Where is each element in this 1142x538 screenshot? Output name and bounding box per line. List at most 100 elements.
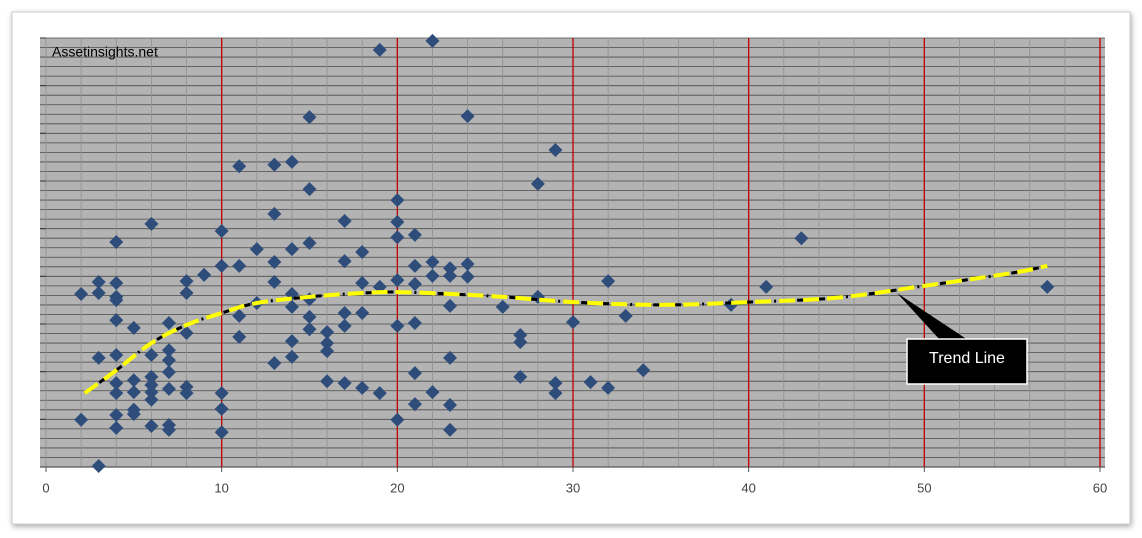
point — [495, 299, 510, 314]
point — [214, 258, 229, 273]
point — [460, 256, 475, 271]
point — [144, 347, 159, 362]
point — [267, 157, 282, 172]
point — [109, 386, 124, 401]
point — [407, 258, 422, 273]
point — [144, 419, 159, 434]
point — [284, 154, 299, 169]
point — [566, 315, 580, 330]
point — [390, 318, 405, 333]
point — [355, 245, 370, 260]
point — [407, 366, 422, 381]
point — [601, 380, 616, 395]
point — [161, 353, 176, 368]
point — [91, 350, 106, 365]
point — [144, 385, 159, 400]
point — [214, 425, 229, 440]
point — [425, 255, 440, 270]
point — [109, 235, 124, 250]
point — [249, 242, 264, 257]
point — [618, 308, 633, 323]
point — [179, 274, 194, 289]
point — [179, 286, 194, 301]
point — [109, 293, 124, 308]
point — [109, 276, 124, 291]
point — [284, 242, 299, 257]
point — [443, 350, 458, 365]
point — [302, 110, 317, 125]
point — [320, 325, 335, 340]
callout-pointer — [897, 293, 968, 340]
point — [161, 343, 176, 358]
point — [109, 376, 124, 391]
point — [390, 412, 405, 427]
point — [144, 216, 159, 231]
point — [126, 385, 141, 400]
point — [161, 422, 176, 437]
point — [337, 318, 352, 333]
x-tick-label: 20 — [390, 480, 404, 495]
x-tick-label: 40 — [741, 480, 755, 495]
point — [390, 230, 405, 245]
point — [161, 381, 176, 396]
point — [583, 375, 598, 390]
point — [443, 422, 458, 437]
point — [513, 327, 528, 342]
point — [109, 347, 124, 362]
annotation: Trend Line — [929, 350, 1005, 367]
point — [232, 258, 247, 273]
point — [144, 392, 159, 407]
point — [443, 261, 458, 276]
point — [407, 276, 422, 291]
point — [91, 286, 106, 301]
point — [548, 143, 563, 158]
point — [74, 286, 89, 301]
point — [513, 369, 528, 384]
point — [337, 306, 352, 321]
point — [355, 306, 370, 321]
point — [91, 459, 106, 474]
point — [548, 386, 563, 401]
point — [109, 313, 124, 328]
point — [355, 276, 370, 291]
point — [179, 326, 194, 341]
point — [513, 335, 528, 350]
x-tick-label: 0 — [42, 480, 49, 495]
watermark: Assetinsights.net — [52, 44, 158, 60]
point — [214, 401, 229, 416]
point — [443, 398, 458, 413]
point — [759, 279, 774, 294]
point — [425, 268, 440, 283]
point — [302, 235, 317, 250]
point — [460, 269, 475, 284]
point — [337, 214, 352, 229]
point — [443, 298, 458, 313]
point — [232, 159, 247, 174]
marks — [74, 33, 1055, 474]
x-tick-label: 10 — [214, 480, 228, 495]
point — [548, 376, 563, 391]
point — [601, 274, 616, 289]
point — [443, 268, 458, 283]
point — [425, 33, 440, 48]
point — [267, 275, 282, 290]
x-tick-label: 50 — [917, 480, 931, 495]
point — [794, 231, 809, 246]
point — [320, 336, 335, 351]
trend-line — [83, 263, 1048, 395]
point — [126, 373, 141, 388]
point — [284, 299, 299, 314]
point — [390, 193, 405, 208]
point — [320, 374, 335, 389]
point — [232, 308, 247, 323]
point — [284, 349, 299, 364]
point — [126, 320, 141, 335]
point — [144, 369, 159, 384]
point — [214, 224, 229, 239]
point — [267, 206, 282, 221]
point — [1040, 279, 1055, 294]
point — [267, 255, 282, 270]
point — [372, 42, 387, 57]
